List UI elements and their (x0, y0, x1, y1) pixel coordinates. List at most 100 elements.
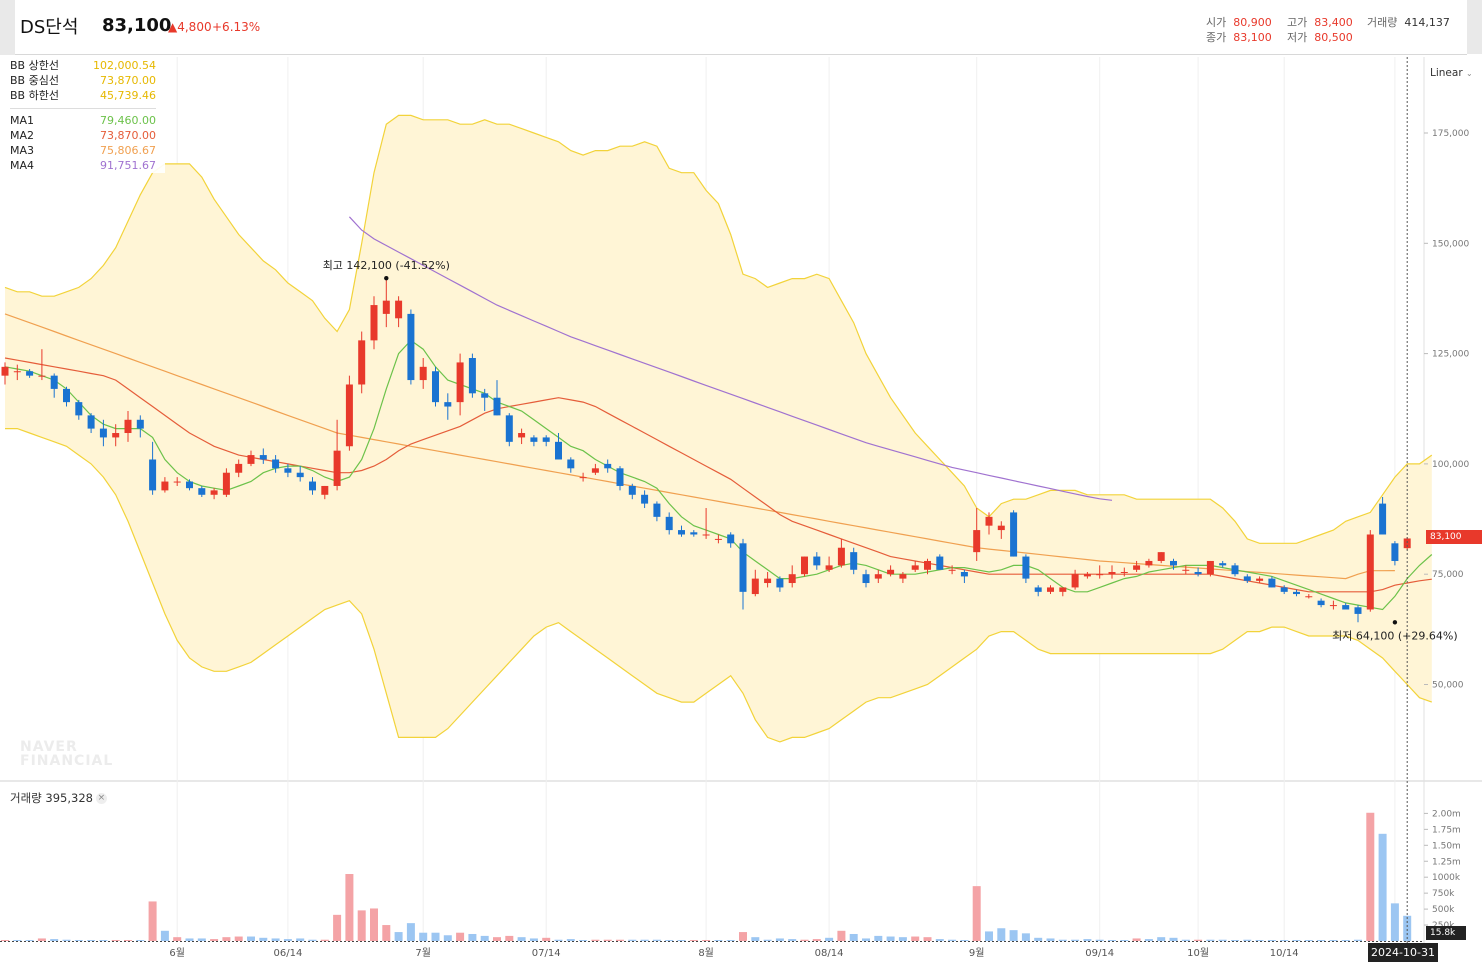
candle-body (1170, 560, 1177, 566)
candle-body (309, 481, 316, 491)
y-tick-label: 50,000 (1432, 681, 1464, 691)
x-tick-label: 07/14 (532, 948, 561, 959)
open-value: 80,900 (1233, 16, 1272, 29)
ma2-label: MA2 (10, 129, 35, 142)
candle-body (825, 565, 833, 570)
volume-bar (345, 874, 354, 941)
candle-body (911, 565, 919, 570)
high-stat: 고가 83,400 (1287, 14, 1353, 30)
volume-bar (99, 940, 108, 941)
candle-body (764, 578, 772, 584)
volume-bar (1083, 939, 1092, 941)
bb-lower-value: 45,739.46 (100, 89, 156, 102)
y-tick-label: 75,000 (1432, 570, 1464, 580)
candle-body (1317, 600, 1325, 606)
extreme-marker (1392, 620, 1398, 625)
close-stat: 종가 83,100 (1206, 29, 1272, 45)
candle-body (124, 419, 132, 434)
candle-body (530, 437, 538, 442)
volume-bar (247, 936, 255, 941)
candle-body (1, 366, 9, 376)
bb-lower-label: BB 하한선 (10, 89, 59, 102)
candle-body (468, 358, 476, 394)
volume-bar (493, 937, 501, 941)
ma4-value: 91,751.67 (100, 159, 156, 172)
vol-tick-label: 1.25m (1432, 857, 1461, 867)
volume-bar (874, 935, 883, 941)
scale-selector[interactable]: Linear ⌄ (1430, 67, 1473, 79)
candle-body (1354, 607, 1362, 614)
close-icon[interactable]: × (95, 793, 107, 804)
candle-body (222, 472, 230, 495)
legend-bb-upper: BB 상한선 102,000.54 (0, 58, 165, 73)
volume-bar (677, 940, 686, 941)
volume-bar (812, 939, 821, 941)
volume-bar (972, 886, 981, 941)
candle-body (382, 300, 390, 314)
volume-bar (468, 933, 477, 941)
volume-bar (726, 940, 735, 941)
candle-body (63, 388, 70, 403)
volume-bar (259, 937, 268, 941)
volume-bar (1304, 940, 1313, 941)
volume-bar (517, 937, 526, 941)
ma3-value: 75,806.67 (100, 144, 156, 157)
candle-body (13, 371, 21, 373)
volume-bar (1255, 940, 1264, 941)
volume-bar (50, 939, 59, 941)
volume-bar (74, 940, 83, 941)
price-change: ▲4,800 (168, 20, 212, 34)
volume-bar (1206, 939, 1215, 941)
volume-bar (566, 939, 575, 941)
vol-tick-label: 1.75m (1432, 825, 1461, 835)
candle-body (296, 472, 304, 478)
watermark-line-1: NAVER (20, 739, 78, 755)
candle-body (198, 488, 206, 495)
right-edge (1467, 0, 1482, 54)
candle-body (1231, 565, 1239, 575)
candle-body (801, 556, 808, 575)
last-price-tag: 83,100 (1426, 530, 1482, 544)
candle-body (518, 433, 526, 438)
indicator-legend: BB 상한선 102,000.54 BB 중심선 73,870.00 BB 하한선 4… (0, 58, 165, 173)
volume-bar (87, 940, 96, 941)
candle-body (161, 481, 169, 491)
candle-body (788, 574, 796, 584)
candle-body (1059, 587, 1067, 592)
candle-body (358, 340, 366, 385)
bb-upper-line (4, 114, 1433, 544)
volume-bar (997, 928, 1006, 941)
naver-financial-watermark: NAVER FINANCIAL (20, 740, 113, 768)
candle-body (899, 574, 907, 579)
candle-body (1280, 587, 1288, 592)
volume-bar (591, 939, 600, 941)
candle-body (1256, 578, 1264, 581)
candle-body (665, 516, 673, 531)
volume-bar (1, 940, 9, 941)
volume-bar (714, 940, 723, 941)
candle-body (259, 455, 267, 460)
candle-body (579, 477, 587, 479)
volume-bar (1157, 937, 1166, 941)
ma4-label: MA4 (10, 159, 35, 172)
volume-bar (1341, 940, 1350, 941)
volume-bar (136, 940, 145, 941)
candle-body (874, 574, 882, 579)
volume-bar (210, 939, 219, 941)
candle-body (1243, 576, 1251, 581)
volume-bar (283, 939, 292, 941)
volume-bar (1132, 938, 1141, 941)
legend-bb-mid: BB 중심선 73,870.00 (0, 73, 165, 88)
x-tick-label: 10/14 (1270, 948, 1299, 959)
volume-bar (898, 937, 907, 941)
candle-body (948, 569, 956, 571)
candle-body (1010, 512, 1018, 557)
candle-body (345, 384, 353, 447)
volume-bar (370, 908, 378, 941)
volume-bar (1009, 930, 1018, 941)
volume-bar (1243, 939, 1252, 941)
volume-bar (923, 937, 932, 941)
bb-mid-label: BB 중심선 (10, 74, 59, 87)
candle-body (985, 516, 993, 526)
